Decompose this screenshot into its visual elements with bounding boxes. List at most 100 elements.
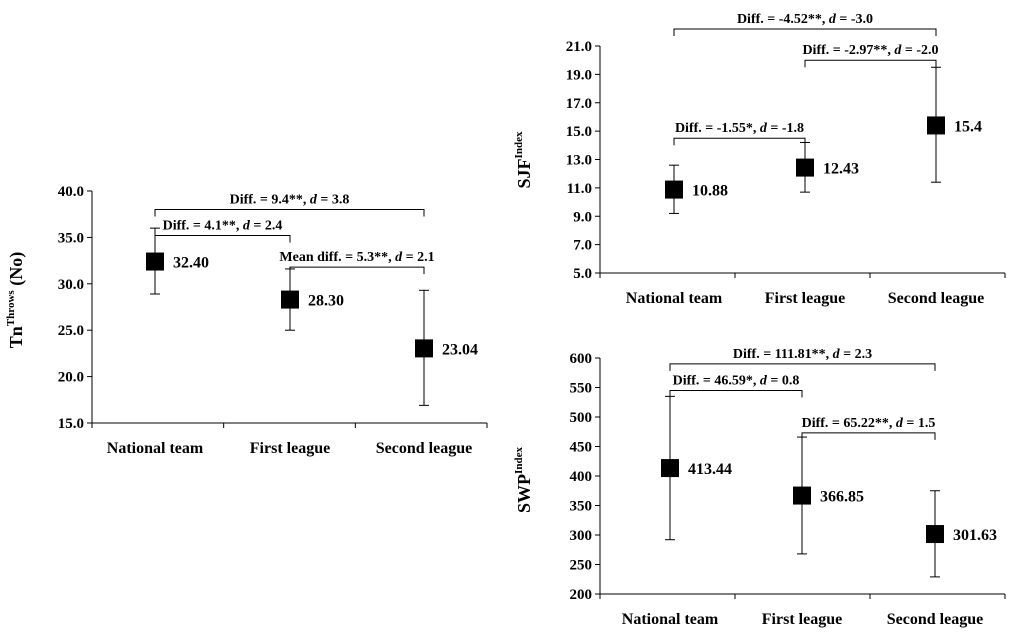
y-axis-label: SJFIndex [513,131,534,188]
significance-annotation: Diff. = -2.97**, d = -2.0 [802,43,938,58]
significance-bracket [804,59,937,68]
annotation-effect: = 3.8 [317,193,349,208]
y-axis-label-superscript: Index [513,131,525,158]
annotation-effect: = -1.8 [767,121,804,136]
y-tick-label: 350 [570,499,593,515]
y-axis-label-main: Tn [6,326,26,348]
y-tick-label: 5.0 [573,266,592,282]
data-point-marker [793,486,811,505]
data-value-label: 10.88 [692,183,728,200]
data-value-label: 12.43 [823,161,859,178]
y-tick-label: 500 [570,410,593,426]
annotation-d: d [896,416,904,431]
significance-annotation: Diff. = 65.22**, d = 1.5 [802,416,936,431]
significance-bracket [673,28,937,36]
annotation-diff: Diff. = 4.1**, [163,219,243,234]
annotation-effect: = 2.1 [402,250,434,265]
annotation-d: d [310,193,318,208]
annotation-diff: Mean diff. = 5.3**, [279,250,395,265]
x-category-label: First league [250,440,330,457]
chart-throws: 15.0 20.0 25.0 30.0 35.0 40.0 National team Fir… [5,184,488,457]
annotation-d: d [829,12,837,27]
y-tick-label: 40.0 [58,184,84,200]
y-tick-label: 20.0 [58,370,84,386]
y-tick-label: 13.0 [566,153,592,169]
data-value-label: 301.63 [953,527,997,544]
y-axis-label-main: SWP [514,474,534,513]
annotation-diff: Diff. = -4.52**, [737,12,829,27]
y-tick-label: 25.0 [58,323,84,339]
data-point-marker [146,252,164,271]
y-tick-label: 9.0 [573,209,592,225]
y-tick-label: 15.0 [566,124,592,140]
annotation-effect: = -3.0 [836,12,873,27]
annotation-d: d [894,43,902,58]
significance-annotation: Diff. = -4.52**, d = -3.0 [737,12,873,27]
annotation-d: d [833,347,841,362]
y-tick-label: 11.0 [567,181,592,197]
x-category-label: First league [762,611,842,628]
y-axis-label: TnThrows (No) [5,252,27,348]
annotation-effect: = 1.5 [903,416,935,431]
annotation-diff: Diff. = -2.97**, [802,43,894,58]
y-axis-label-unit: (No) [6,252,27,291]
data-value-label: 28.30 [308,293,344,310]
annotation-effect: = 2.3 [840,347,872,362]
significance-annotation: Mean diff. = 5.3**, d = 2.1 [279,250,434,265]
y-tick-label: 17.0 [566,96,592,112]
y-axis-label: SWPIndex [513,447,534,513]
y-tick-label: 450 [570,440,593,456]
chart-swp-index: 200 250 300 350 400 450 500 550 600 National team… [513,347,1006,628]
chart-sjf-index: 5.0 7.0 9.0 11.0 13.0 15.0 17.0 19.0 21.0 Nationa… [513,12,1006,307]
y-tick-label: 35.0 [58,230,84,246]
significance-bracket [154,209,425,217]
data-point-marker [927,116,945,135]
significance-bracket [669,389,803,398]
x-category-label: National team [622,611,719,628]
x-category-label: Second league [376,440,472,457]
significance-annotation: Diff. = 4.1**, d = 2.4 [163,219,283,234]
annotation-diff: Diff. = -1.55*, [675,121,760,136]
annotation-diff: Diff. = 65.22**, [802,416,896,431]
significance-bracket [154,235,291,243]
annotation-d: d [760,373,768,388]
y-tick-label: 21.0 [566,39,592,55]
significance-bracket [669,363,936,371]
y-tick-label: 600 [570,351,593,367]
x-category-label: First league [765,290,845,307]
annotation-diff: Diff. = 9.4**, [230,193,310,208]
significance-bracket [289,266,425,275]
significance-bracket [673,137,806,146]
annotation-diff: Diff. = 111.81**, [733,347,833,362]
data-value-label: 32.40 [173,255,209,272]
data-point-marker [415,339,433,358]
y-tick-label: 400 [570,469,593,485]
y-axis-label-superscript: Throws [5,290,17,327]
x-category-label: Second league [888,290,984,307]
y-tick-label: 550 [570,381,593,397]
y-tick-label: 30.0 [58,277,84,293]
data-value-label: 413.44 [688,461,732,478]
data-value-label: 366.85 [820,489,864,506]
significance-annotation: Diff. = -1.55*, d = -1.8 [675,121,804,136]
y-tick-label: 300 [570,528,593,544]
annotation-effect: = 0.8 [767,373,799,388]
data-point-marker [796,158,814,177]
y-tick-label: 200 [570,587,593,603]
annotation-effect: = -2.0 [901,43,938,58]
x-category-label: National team [626,290,723,307]
y-axis-label-main: SJF [514,158,534,188]
significance-annotation: Diff. = 111.81**, d = 2.3 [733,347,872,362]
y-tick-label: 15.0 [58,416,84,432]
annotation-diff: Diff. = 46.59*, [673,373,760,388]
annotation-d: d [243,219,251,234]
data-point-marker [281,290,299,309]
y-tick-label: 250 [570,558,593,574]
data-value-label: 15.4 [954,118,982,135]
significance-annotation: Diff. = 46.59*, d = 0.8 [673,373,800,388]
annotation-effect: = 2.4 [250,219,282,234]
data-point-marker [661,459,679,478]
x-category-label: Second league [887,611,983,628]
significance-bracket [801,432,936,440]
